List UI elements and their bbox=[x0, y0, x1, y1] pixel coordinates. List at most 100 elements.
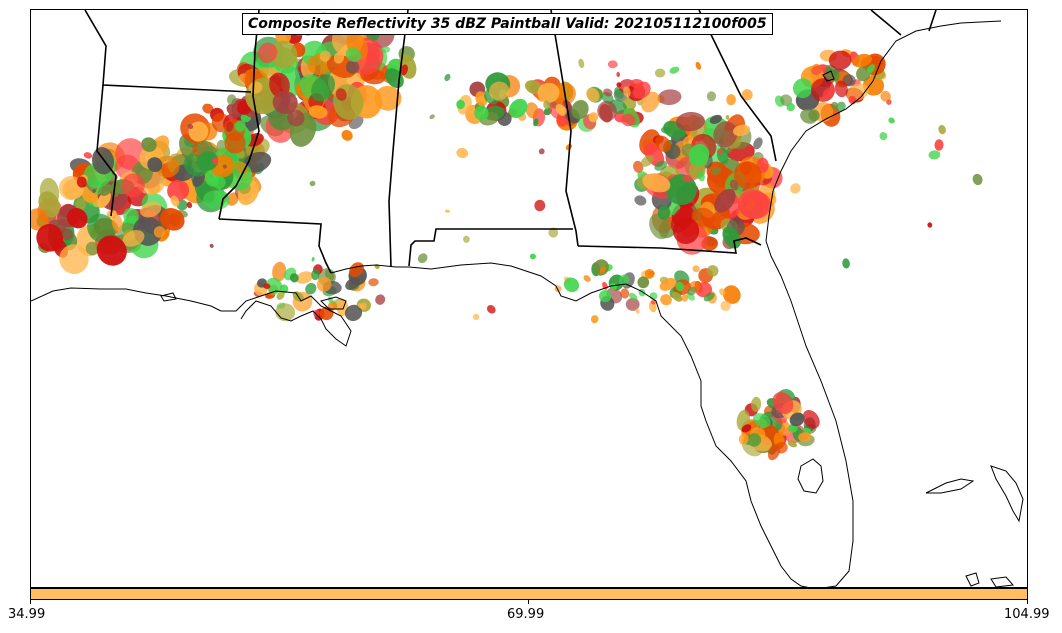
paintball-blob bbox=[669, 66, 680, 74]
colorbar-tick-label-mid: 69.99 bbox=[507, 607, 545, 622]
paintball-blob bbox=[697, 171, 705, 182]
map-canvas bbox=[31, 10, 1024, 587]
paintball-blob bbox=[272, 261, 287, 282]
paintball-blob bbox=[623, 86, 631, 97]
paintball-blob bbox=[629, 292, 638, 301]
paintball-blob bbox=[345, 47, 362, 63]
paintball-blob bbox=[733, 161, 762, 190]
colorbar-tick-label-min: 34.99 bbox=[8, 607, 46, 622]
lake-pontchartrain bbox=[320, 296, 347, 310]
paintball-blob bbox=[160, 208, 185, 231]
paintball-blob bbox=[203, 190, 230, 210]
paintball-blob bbox=[176, 199, 188, 211]
lake-okeechobee bbox=[797, 458, 824, 494]
paintball-blob bbox=[319, 50, 331, 62]
paintball-blob bbox=[842, 258, 850, 269]
bahamas-island-4 bbox=[990, 576, 1015, 587]
coastline-florida-east bbox=[765, 240, 854, 587]
paintball-blob bbox=[835, 101, 846, 112]
paintball-blob bbox=[719, 288, 726, 296]
paintball-blob bbox=[248, 81, 263, 94]
paintball-blob bbox=[822, 87, 836, 100]
paintball-blob bbox=[657, 89, 682, 106]
paintball-blob bbox=[722, 285, 741, 304]
paintball-blob bbox=[703, 292, 715, 302]
coastline-louisiana bbox=[221, 290, 352, 347]
paintball-blob bbox=[630, 78, 644, 89]
paintball-blob bbox=[741, 424, 752, 433]
paintball-blob bbox=[335, 88, 347, 101]
paintball-blob bbox=[687, 286, 697, 296]
paintball-blob bbox=[741, 89, 753, 101]
paintball-blob bbox=[529, 253, 536, 260]
paintball-blob bbox=[637, 276, 650, 289]
paintball-blob bbox=[780, 94, 793, 107]
paintball-blob bbox=[593, 259, 609, 276]
bahamas-island-2 bbox=[990, 465, 1024, 523]
paintball-blob bbox=[578, 58, 585, 69]
state-border-mississippi-river bbox=[218, 10, 260, 220]
paintball-layer bbox=[31, 12, 983, 461]
paintball-blob bbox=[153, 226, 166, 238]
paintball-blob bbox=[548, 227, 559, 238]
paintball-blob bbox=[183, 154, 209, 177]
paintball-blob bbox=[706, 265, 719, 277]
paintball-blob bbox=[792, 78, 813, 99]
paintball-blob bbox=[309, 180, 316, 187]
paintball-blob bbox=[308, 105, 328, 119]
paintball-blob bbox=[588, 112, 599, 123]
paintball-blob bbox=[141, 137, 157, 152]
paintball-blob bbox=[123, 207, 139, 224]
paintball-blob bbox=[344, 304, 363, 322]
paintball-blob bbox=[659, 277, 677, 291]
paintball-blob bbox=[97, 191, 111, 208]
paintball-blob bbox=[688, 144, 710, 166]
paintball-blob bbox=[554, 285, 562, 293]
paintball-blob bbox=[599, 289, 612, 303]
paintball-blob bbox=[716, 148, 724, 155]
paintball-blob bbox=[85, 241, 99, 256]
paintball-blob bbox=[928, 150, 941, 160]
island-keys-small bbox=[160, 292, 177, 302]
paintball-blob bbox=[557, 106, 567, 116]
paintball-blob bbox=[456, 99, 465, 110]
paintball-blob bbox=[790, 183, 801, 194]
paintball-blob bbox=[583, 275, 591, 282]
paintball-blob bbox=[713, 121, 738, 148]
paintball-blob bbox=[319, 306, 334, 321]
paintball-blob bbox=[830, 101, 839, 110]
paintball-blob bbox=[463, 235, 470, 243]
state-border-louisiana-mississippi bbox=[218, 218, 332, 274]
paintball-blob bbox=[800, 108, 818, 124]
state-border-georgia-carolina bbox=[698, 10, 777, 162]
paintball-blob bbox=[767, 443, 781, 461]
paintball-blob bbox=[644, 269, 655, 279]
paintball-blob bbox=[811, 65, 822, 76]
paintball-blob bbox=[635, 308, 640, 314]
paintball-blob bbox=[83, 152, 93, 159]
paintball-blob bbox=[660, 294, 672, 306]
paintball-blob bbox=[753, 137, 763, 150]
state-border-alabama-georgia bbox=[550, 10, 579, 247]
paintball-blob bbox=[289, 273, 299, 283]
paintball-blob bbox=[381, 46, 391, 53]
paintball-blob bbox=[772, 392, 794, 414]
paintball-blob bbox=[311, 257, 315, 262]
paintball-blob bbox=[111, 214, 123, 232]
paintball-blob bbox=[222, 164, 227, 169]
paintball-blob bbox=[374, 264, 380, 270]
paintball-blob bbox=[341, 129, 353, 141]
paintball-blob bbox=[374, 85, 402, 111]
colorbar-tick-label-max: 104.99 bbox=[1004, 607, 1050, 622]
paintball-blob bbox=[272, 90, 298, 114]
paintball-blob bbox=[543, 100, 550, 110]
paintball-blob bbox=[828, 50, 852, 70]
paintball-blob bbox=[798, 432, 812, 442]
paintball-blob bbox=[122, 230, 145, 247]
paintball-blob bbox=[417, 253, 428, 264]
paintball-blob bbox=[934, 139, 944, 151]
paintball-blob bbox=[305, 282, 317, 295]
paintball-blob bbox=[316, 276, 332, 292]
paintball-blob bbox=[927, 222, 933, 228]
paintball-blob bbox=[225, 121, 234, 133]
